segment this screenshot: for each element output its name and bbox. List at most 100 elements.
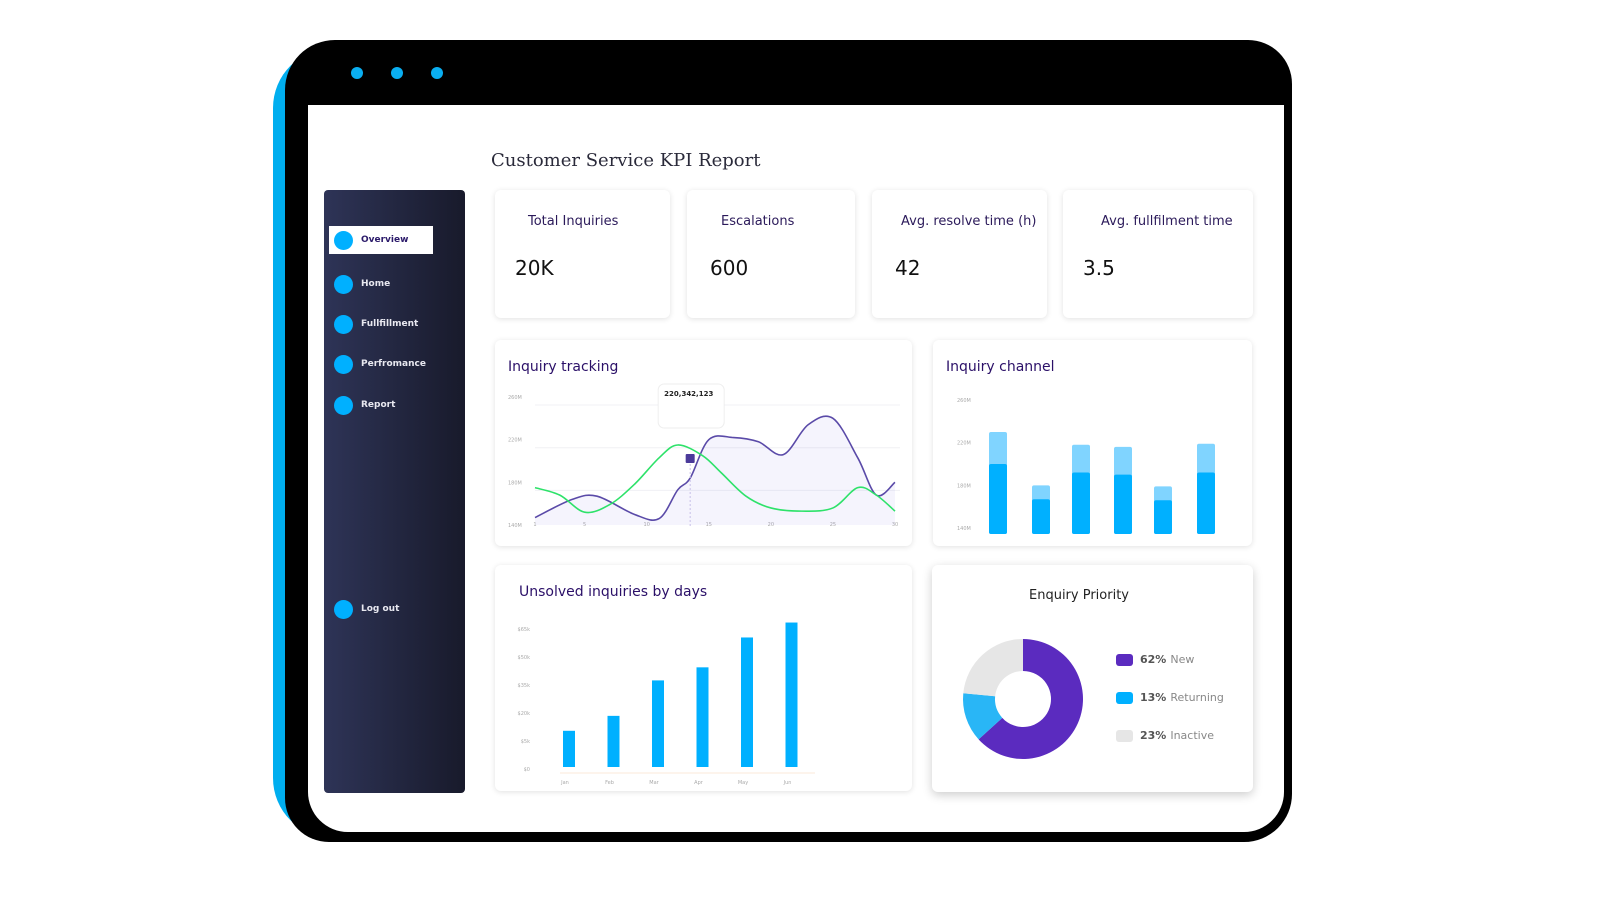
x-tick-label: 5	[583, 522, 586, 528]
chart-title: Unsolved inquiries by days	[519, 584, 708, 600]
bar-segment	[1114, 474, 1132, 534]
bar-segment	[1154, 500, 1172, 534]
series-line-2	[534, 444, 896, 514]
legend-label: New	[1170, 653, 1195, 666]
x-tick-label: May	[738, 780, 748, 786]
legend-pct: 62%	[1140, 653, 1167, 666]
sidebar-item-label: Report	[361, 400, 396, 410]
kpi-card-avg-resolve: Avg. resolve time (h) 42	[872, 190, 1047, 318]
donut-slice-new	[978, 639, 1083, 759]
logout-icon	[334, 599, 353, 619]
bar	[652, 680, 664, 767]
kpi-value: 20K	[515, 256, 554, 280]
kpi-value: 3.5	[1083, 256, 1115, 280]
legend-item-returning: 13% Returning	[1116, 691, 1224, 704]
donut-slice-returning	[963, 693, 1003, 740]
bar	[785, 622, 798, 767]
tooltip-box	[657, 383, 725, 429]
window-dot	[391, 67, 403, 79]
y-tick-label: $0	[524, 767, 530, 773]
sidebar-item-performance[interactable]: Perfromance	[334, 353, 426, 375]
legend-item-new: 62% New	[1116, 653, 1194, 666]
kpi-label: Avg. fullfilment time	[1101, 214, 1233, 229]
legend-label: Inactive	[1170, 729, 1214, 742]
performance-icon	[334, 354, 353, 374]
overview-icon	[334, 230, 353, 250]
x-tick-label: Mar	[649, 780, 659, 786]
series-line-1	[534, 415, 896, 521]
bar	[563, 730, 575, 767]
chart-title: Inquiry channel	[946, 359, 1055, 375]
bar	[741, 637, 753, 767]
y-tick-label: 260M	[508, 395, 522, 401]
chart-title: Inquiry tracking	[508, 359, 619, 375]
sidebar-item-label: Home	[361, 279, 391, 289]
sidebar-item-overview[interactable]: Overview	[329, 226, 433, 254]
legend-swatch	[1116, 653, 1133, 666]
kpi-value: 42	[895, 256, 921, 280]
y-tick-label: 260M	[957, 398, 971, 404]
x-tick-label: 1	[533, 522, 536, 528]
y-tick-label: $50k	[518, 655, 531, 661]
chart-title: Enquiry Priority	[1029, 588, 1129, 603]
kpi-value: 600	[710, 256, 749, 280]
logout-button[interactable]: Log out	[334, 598, 399, 620]
sidebar-item-label: Perfromance	[361, 359, 426, 369]
legend-pct: 23%	[1140, 729, 1167, 742]
legend-pct: 13%	[1140, 691, 1167, 704]
x-tick-label: 15	[706, 522, 712, 528]
kpi-label: Total Inquiries	[528, 214, 619, 229]
y-tick-label: 220M	[508, 438, 522, 444]
y-tick-label: $65k	[518, 627, 531, 633]
y-tick-label: 180M	[508, 480, 522, 486]
fullfillment-icon	[334, 314, 353, 334]
kpi-card-total-inquiries: Total Inquiries 20K	[495, 190, 670, 318]
x-tick-label: 25	[830, 522, 836, 528]
logout-label: Log out	[361, 604, 400, 614]
kpi-card-avg-fulfilment: Avg. fullfilment time 3.5	[1063, 190, 1253, 318]
legend-swatch	[1116, 729, 1133, 742]
bar	[607, 715, 620, 767]
x-tick-label: 30	[892, 522, 898, 528]
x-tick-label: Feb	[605, 780, 614, 786]
tooltip-marker	[685, 454, 695, 463]
y-tick-label: $35k	[518, 683, 531, 689]
x-tick-label: Apr	[694, 780, 704, 786]
y-tick-label: 140M	[508, 523, 522, 529]
legend-swatch	[1116, 691, 1133, 704]
legend-label: Returning	[1170, 691, 1224, 704]
donut-slice-inactive	[963, 639, 1023, 697]
bar-segment	[989, 464, 1007, 534]
bar-segment	[1032, 499, 1050, 534]
y-tick-label: $5k	[521, 739, 530, 745]
legend-item-inactive: 23% Inactive	[1116, 729, 1214, 742]
bar	[696, 667, 709, 767]
area-fill	[535, 416, 895, 525]
kpi-label: Escalations	[721, 214, 795, 229]
sidebar-item-label: Fullfillment	[361, 319, 419, 329]
sidebar-item-report[interactable]: Report	[334, 394, 395, 416]
sidebar-item-home[interactable]: Home	[334, 273, 390, 295]
window-dot	[431, 67, 443, 79]
y-tick-label: 140M	[957, 526, 971, 532]
inquiry-tracking-card: Inquiry tracking	[495, 340, 912, 546]
kpi-card-escalations: Escalations 600	[687, 190, 855, 318]
y-tick-label: 180M	[957, 483, 971, 489]
window-dot	[351, 67, 363, 79]
x-tick-label: Jun	[783, 780, 792, 786]
tooltip-value: 220,342,123	[664, 390, 713, 398]
sidebar-item-fullfillment[interactable]: Fullfillment	[334, 313, 418, 335]
sidebar-item-label: Overview	[361, 235, 409, 245]
report-icon	[334, 395, 353, 415]
y-tick-label: 220M	[957, 441, 971, 447]
home-icon	[334, 274, 353, 294]
y-tick-label: $20k	[518, 711, 531, 717]
bar-segment	[1197, 472, 1215, 534]
x-tick-label: 20	[768, 522, 774, 528]
kpi-label: Avg. resolve time (h)	[901, 214, 1037, 229]
x-tick-label: 10	[644, 522, 650, 528]
x-tick-label: Jan	[560, 780, 569, 786]
sidebar: Overview Home Fullfillment Perfromance R…	[324, 190, 465, 793]
page-title: Customer Service KPI Report	[491, 150, 761, 171]
